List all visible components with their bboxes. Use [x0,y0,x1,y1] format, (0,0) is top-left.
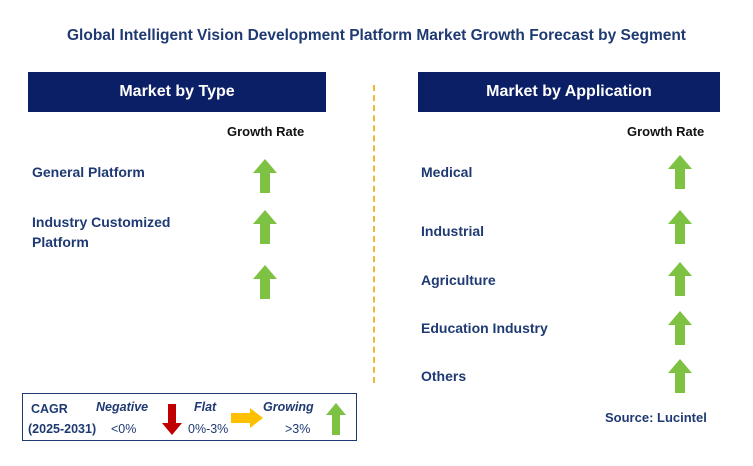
panel-divider [373,85,375,383]
legend-flat-label: Flat [194,400,217,414]
growing-arrow-icon [668,155,692,189]
legend-negative-range: <0% [111,422,137,436]
application-row-label: Medical [421,164,473,180]
growing-arrow-icon [253,265,277,299]
type-row-label: General Platform [32,164,145,180]
green-up-arrow-icon [326,403,346,435]
type-row-label: Industry Customized Platform [32,214,171,250]
growing-arrow-icon [253,210,277,244]
chart-title: Global Intelligent Vision Development Pl… [67,27,686,44]
source-label: Source: Lucintel [605,410,707,425]
legend-growing-range: >3% [285,422,311,436]
growing-arrow-icon [668,359,692,393]
legend-flat-range: 0%-3% [188,422,229,436]
growing-arrow-icon [668,311,692,345]
legend-growing-label: Growing [263,400,314,414]
application-row-label: Industrial [421,223,485,239]
growing-arrow-icon [253,159,277,193]
red-down-arrow-icon [162,404,182,435]
panel-header-type: Market by Type [28,72,326,112]
application-row-label: Others [421,368,467,384]
application-row-label: Agriculture [421,272,496,288]
application-row-label: Education Industry [421,320,548,336]
growing-arrow-icon [668,210,692,244]
legend-cagr-label: CAGR [31,402,68,416]
growing-arrow-icon [668,262,692,296]
growth-rate-label-type: Growth Rate [227,124,305,139]
growth-rate-label-application: Growth Rate [627,124,705,139]
legend-negative-label: Negative [96,400,149,414]
panel-header-application: Market by Application [418,72,720,112]
legend-period: (2025-2031) [28,422,97,436]
yellow-right-arrow-icon [231,408,263,428]
cagr-legend: CAGR (2025-2031) Negative <0% Flat 0%-3%… [22,393,357,441]
